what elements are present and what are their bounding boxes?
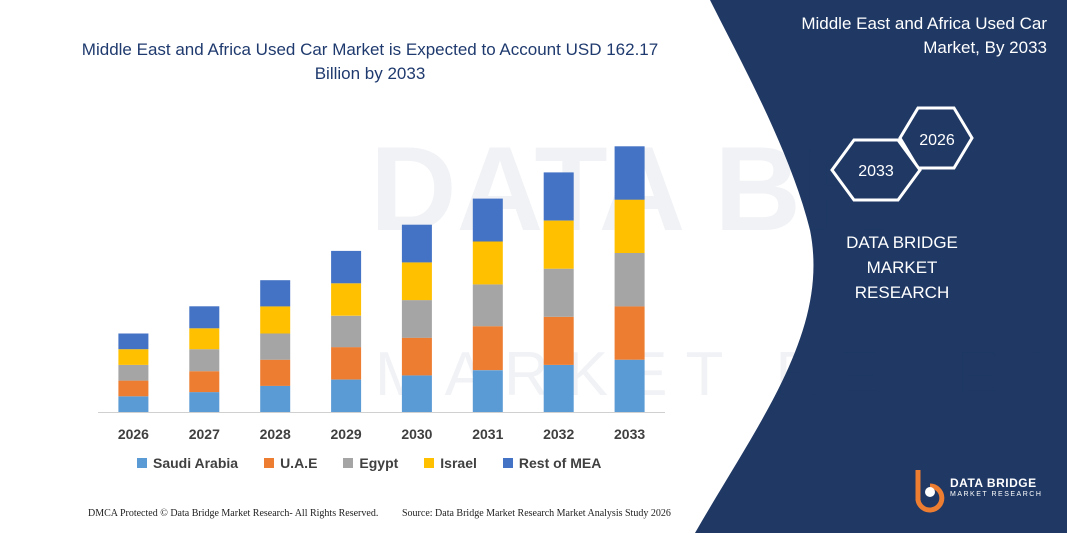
legend-swatch [424,458,435,468]
legend-item: U.A.E [264,455,317,471]
x-tick-label: 2030 [401,426,432,442]
bar-segment-2033-2 [614,253,645,307]
bar-segment-2031-0 [472,370,503,412]
chart-plot: 2026 2027 2028 2029 2030 2031 2032 2033 [98,146,665,442]
bar-segment-2029-2 [331,315,362,348]
bar-segment-2029-3 [331,283,362,316]
bar-segment-2031-2 [472,284,503,327]
bar-segment-2027-4 [189,306,220,329]
right-panel [695,0,1067,533]
bar-segment-2032-2 [543,268,574,317]
legend-label: U.A.E [280,455,318,471]
bar-segment-2032-0 [543,364,574,412]
logo-text: DATA BRIDGE MARKET RESEARCH [950,476,1042,498]
hexagon-back-label: 2026 [919,132,955,149]
company-name-line2: RESEARCH [854,283,950,302]
legend-label: Egypt [359,455,399,471]
legend-swatch [264,458,275,468]
x-tick-label: 2032 [543,426,574,442]
legend-item: Saudi Arabia [137,455,238,471]
x-tick-label: 2027 [189,426,220,442]
bar-segment-2031-4 [472,198,503,242]
legend-swatch [137,458,147,468]
bar-segment-2033-0 [614,359,645,412]
bar-segment-2031-1 [472,326,503,371]
bar-segment-2028-3 [260,306,291,334]
bar-segment-2028-1 [260,359,291,386]
bar-segment-2033-4 [614,146,645,200]
bar-segment-2031-3 [472,241,503,285]
bar-segment-2029-1 [331,347,362,380]
bar-segment-2032-3 [543,220,574,269]
bar-segment-2030-4 [401,224,432,263]
x-tick-label: 2031 [472,426,503,442]
footer-source: Source: Data Bridge Market Research Mark… [402,508,671,519]
bar-segment-2032-4 [543,172,574,221]
bar-segment-2026-0 [118,396,149,412]
hexagon-front [830,138,922,202]
bar-segment-2026-2 [118,364,149,381]
logo-text-line2: MARKET RESEARCH [950,491,1043,498]
legend-item: Rest of MEA [502,455,602,471]
svg-text:DATA BRI: DATA BRI [370,122,921,256]
footer-copyright: DMCA Protected © Data Bridge Market Rese… [88,508,379,519]
bar-segment-2028-4 [260,280,291,307]
hexagon-back [898,106,974,170]
panel-title: Middle East and Africa Used Car Market, … [747,12,1047,60]
legend-swatch [343,458,354,468]
chart-legend: Saudi Arabia U.A.E Egypt Israel Rest of … [137,455,601,471]
x-tick-label: 2033 [614,426,645,442]
bar-segment-2032-1 [543,316,574,365]
legend-label: Saudi Arabia [153,455,239,471]
legend-label: Israel [440,455,477,471]
x-tick-label: 2026 [118,426,149,442]
bar-segment-2027-3 [189,328,220,350]
bar-segment-2030-3 [401,262,432,301]
logo-icon [915,470,945,513]
bar-segment-2027-0 [189,392,220,412]
hexagon-front-label: 2033 [858,163,894,180]
bar-segment-2033-3 [614,199,645,253]
bar-segment-2028-0 [260,385,291,412]
bar-segment-2029-0 [331,379,362,412]
company-name-line1: DATA BRIDGE MARKET [846,233,958,277]
legend-item: Israel [424,455,477,471]
logo-text-line1: DATA BRIDGE [950,476,1037,490]
bar-segment-2027-1 [189,371,220,393]
x-tick-label: 2028 [260,426,291,442]
company-name: DATA BRIDGE MARKET RESEARCH [812,230,992,305]
panel-title-line1: Middle East and Africa Used Car [801,14,1047,33]
panel-title-line2: Market, By 2033 [923,38,1047,57]
legend-swatch [502,458,513,468]
bar-segment-2026-4 [118,333,149,350]
bar-segment-2030-2 [401,300,432,338]
bar-segment-2030-0 [401,375,432,412]
x-tick-label: 2029 [331,426,362,442]
bar-segment-2029-4 [331,250,362,284]
bar-segment-2030-1 [401,337,432,376]
bar-segment-2028-2 [260,333,291,360]
bar-segment-2027-2 [189,349,220,372]
chart-title: Middle East and Africa Used Car Market i… [81,40,659,83]
bar-segment-2026-3 [118,349,149,365]
legend-label: Rest of MEA [518,455,602,471]
bar-segment-2033-1 [614,306,645,360]
bar-segment-2026-1 [118,380,149,397]
legend-item: Egypt [343,455,398,471]
